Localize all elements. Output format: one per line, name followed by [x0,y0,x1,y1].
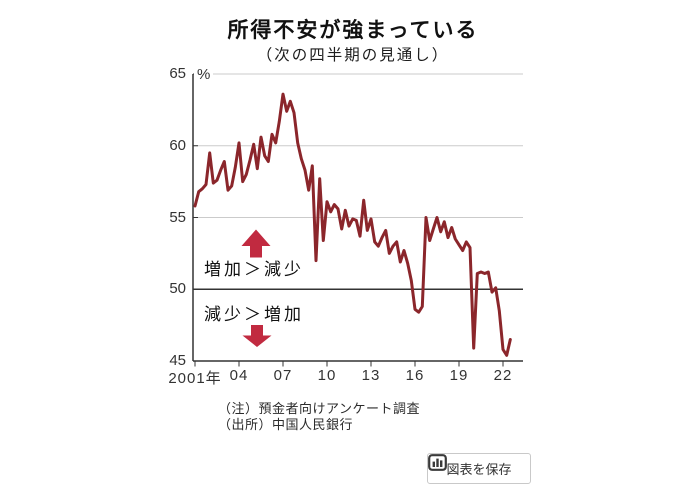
y-axis-label: 55 [169,208,186,226]
source-line: （出所）中国人民銀行 [218,417,354,432]
x-axis-label: 16 [405,367,425,384]
save-chart-label: 図表を保存 [446,462,512,477]
down-arrow-icon [242,325,272,347]
x-axis-label: 07 [273,367,293,384]
y-axis-label: 60 [169,136,186,154]
data-line [193,92,512,357]
x-axis-label: 13 [361,367,381,384]
chart-subtitle: （次の四半期の見通し） [256,47,450,64]
annotation-increase: 増加＞減少 [204,260,304,279]
note-line: （注）預金者向けアンケート調査 [218,401,420,416]
x-axis-label: 04 [229,367,249,384]
chart-title: 所得不安が強まっている [227,19,479,42]
x-axis-label: 2001年 [168,370,222,387]
bar-chart-icon [428,454,447,471]
up-arrow-icon [241,229,271,258]
unit-label: % [194,66,214,83]
x-axis-label: 19 [449,367,469,384]
x-axis-label: 22 [493,367,513,384]
x-axis-label: 10 [317,367,337,384]
annotation-decrease: 減少＞増加 [204,305,304,324]
save-chart-button[interactable]: 図表を保存 [427,453,531,484]
y-axis-label: 50 [169,280,186,298]
y-axis-label: 45 [169,352,186,369]
y-axis-label: 65 [169,65,186,82]
